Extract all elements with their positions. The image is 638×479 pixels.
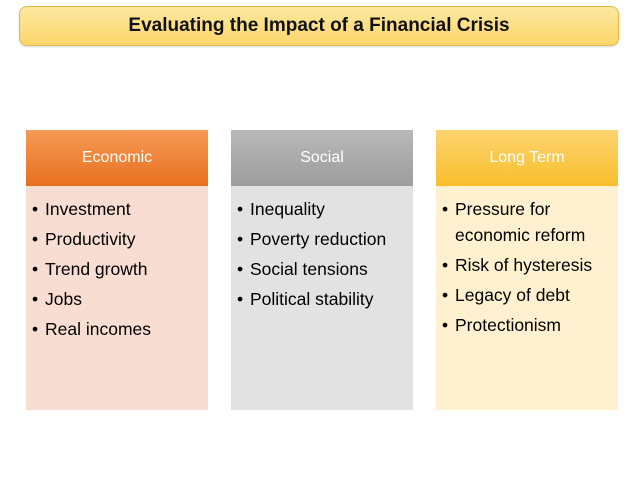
column-body-economic: • Investment • Productivity • Trend growth … (26, 186, 208, 410)
list-item: • Inequality (237, 196, 407, 222)
list-item: • Social tensions (237, 256, 407, 282)
list-item: • Legacy of debt (442, 282, 612, 308)
bullet-icon: • (442, 199, 449, 219)
bullet-list-economic: • Investment • Productivity • Trend growth … (32, 196, 202, 342)
list-item: • Jobs (32, 286, 202, 312)
bullet-icon: • (237, 289, 244, 309)
bullet-icon: • (32, 259, 39, 279)
list-item-text: Pressure for economic reform (455, 199, 586, 245)
list-item-text: Inequality (250, 199, 325, 219)
column-body-social: • Inequality • Poverty reduction • Social t… (231, 186, 413, 410)
column-header-long-term: Long Term (436, 130, 618, 186)
bullet-icon: • (237, 229, 244, 249)
slide-title: Evaluating the Impact of a Financial Cri… (128, 15, 510, 36)
column-header-social: Social (231, 130, 413, 186)
list-item: • Risk of hysteresis (442, 252, 612, 278)
bullet-list-social: • Inequality • Poverty reduction • Social t… (237, 196, 407, 312)
list-item-text: Trend growth (45, 259, 148, 279)
column-social: Social • Inequality • Poverty reduction • S… (231, 130, 413, 410)
column-economic: Economic • Investment • Productivity • Tren… (26, 130, 208, 410)
bullet-icon: • (237, 199, 244, 219)
list-item: • Productivity (32, 226, 202, 252)
list-item-text: Poverty reduction (250, 229, 387, 249)
list-item: • Investment (32, 196, 202, 222)
list-item: • Political stability (237, 286, 407, 312)
column-body-long-term: • Pressure for economic reform • Risk of h… (436, 186, 618, 410)
list-item-text: Real incomes (45, 319, 152, 339)
title-banner: Evaluating the Impact of a Financial Cri… (19, 6, 619, 46)
bullet-icon: • (442, 285, 449, 305)
list-item-text: Social tensions (250, 259, 368, 279)
list-item-text: Protectionism (455, 315, 562, 335)
list-item-text: Jobs (45, 289, 82, 309)
bullet-icon: • (32, 229, 39, 249)
bullet-icon: • (237, 259, 244, 279)
list-item: • Real incomes (32, 316, 202, 342)
column-header-economic: Economic (26, 130, 208, 186)
list-item: • Protectionism (442, 312, 612, 338)
bullet-icon: • (442, 315, 449, 335)
column-long-term: Long Term • Pressure for economic reform … (436, 130, 618, 410)
bullet-icon: • (32, 289, 39, 309)
bullet-icon: • (442, 255, 449, 275)
bullet-icon: • (32, 199, 39, 219)
bullet-list-long-term: • Pressure for economic reform • Risk of h… (442, 196, 612, 338)
list-item: • Trend growth (32, 256, 202, 282)
list-item-text: Investment (45, 199, 131, 219)
list-item-text: Risk of hysteresis (455, 255, 593, 275)
list-item-text: Legacy of debt (455, 285, 570, 305)
bullet-icon: • (32, 319, 39, 339)
list-item-text: Productivity (45, 229, 136, 249)
list-item-text: Political stability (250, 289, 374, 309)
list-item: • Poverty reduction (237, 226, 407, 252)
list-item: • Pressure for economic reform (442, 196, 612, 248)
